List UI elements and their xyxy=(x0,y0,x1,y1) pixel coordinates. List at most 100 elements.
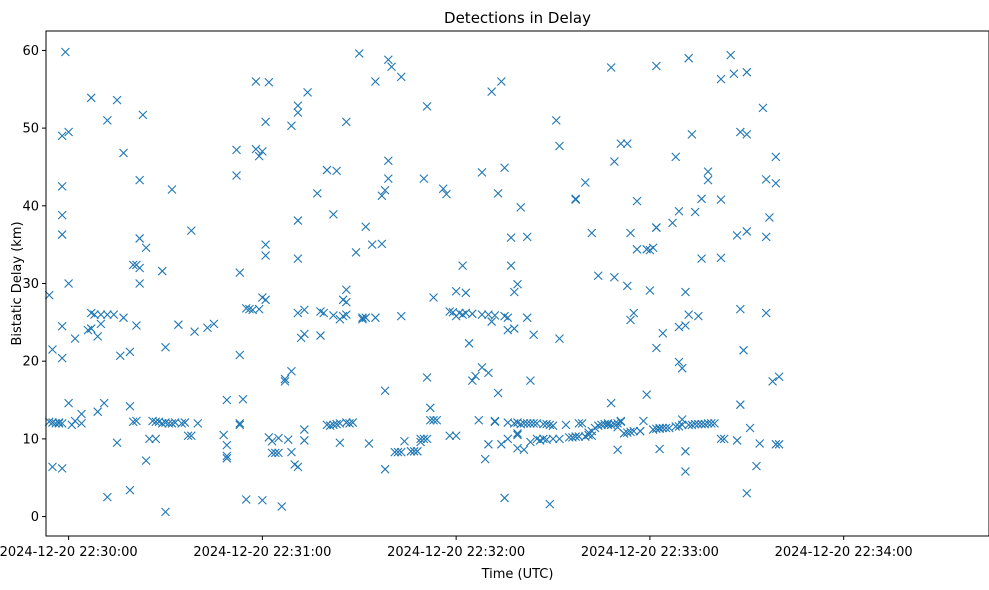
data-point xyxy=(655,444,664,454)
data-point xyxy=(157,418,167,428)
data-point xyxy=(396,72,406,82)
data-point xyxy=(561,420,571,430)
data-point xyxy=(358,313,367,323)
data-point xyxy=(445,307,455,316)
data-point xyxy=(651,343,661,353)
data-point xyxy=(629,308,639,318)
data-point xyxy=(96,319,106,329)
data-point xyxy=(132,416,141,426)
data-point xyxy=(387,62,396,72)
data-point xyxy=(254,304,264,314)
data-point xyxy=(222,440,232,450)
data-point xyxy=(622,139,632,149)
data-point xyxy=(645,286,655,295)
data-point xyxy=(222,395,232,405)
data-point xyxy=(545,499,555,509)
data-point xyxy=(765,213,774,222)
data-point xyxy=(409,446,419,456)
data-point xyxy=(287,447,296,457)
data-point xyxy=(235,350,245,360)
data-point xyxy=(183,431,193,441)
data-point xyxy=(735,400,745,410)
data-point xyxy=(571,432,581,441)
data-point xyxy=(332,419,342,429)
data-point xyxy=(132,321,141,330)
data-point xyxy=(474,415,484,425)
data-point xyxy=(303,87,312,97)
data-point xyxy=(477,168,487,177)
data-point xyxy=(316,331,325,340)
data-point xyxy=(361,222,371,232)
data-point xyxy=(57,131,67,141)
data-point xyxy=(639,416,648,426)
data-point xyxy=(422,373,432,382)
data-point xyxy=(522,232,532,242)
data-point xyxy=(203,323,212,333)
data-point xyxy=(380,386,390,396)
data-point xyxy=(161,342,170,352)
data-point xyxy=(703,418,713,428)
data-point xyxy=(57,464,67,473)
data-point xyxy=(299,305,309,315)
data-point xyxy=(616,416,626,426)
data-point xyxy=(102,115,112,125)
data-point xyxy=(293,308,303,318)
data-point xyxy=(593,271,603,281)
data-point xyxy=(693,419,703,429)
data-point xyxy=(467,376,477,386)
data-point xyxy=(496,77,506,86)
data-point xyxy=(526,376,535,386)
data-point xyxy=(529,330,539,340)
data-point xyxy=(293,108,303,117)
data-point xyxy=(267,448,277,458)
data-point xyxy=(235,420,245,430)
data-point xyxy=(119,148,128,158)
data-point xyxy=(141,456,151,466)
y-tick-label: 60 xyxy=(22,44,39,59)
y-tick-label: 30 xyxy=(22,277,39,292)
data-point xyxy=(371,313,380,323)
y-axis: 0 10 20 30 40 50 60 xyxy=(22,44,46,525)
data-point xyxy=(383,55,393,65)
data-point xyxy=(138,110,148,120)
data-point xyxy=(299,436,309,445)
data-point xyxy=(651,223,661,232)
data-point xyxy=(706,418,716,428)
data-point xyxy=(341,310,351,319)
data-point xyxy=(681,446,690,456)
data-point xyxy=(416,434,426,444)
data-point xyxy=(141,243,151,253)
data-point xyxy=(651,61,661,71)
data-point xyxy=(419,434,429,444)
data-point xyxy=(280,377,290,386)
data-point xyxy=(293,101,303,110)
data-point xyxy=(44,417,54,427)
data-point xyxy=(119,313,128,323)
data-point xyxy=(732,436,742,445)
data-point xyxy=(167,418,177,428)
data-point xyxy=(703,167,713,177)
data-point xyxy=(739,345,748,355)
data-point xyxy=(429,415,438,425)
data-point xyxy=(609,157,619,166)
data-point xyxy=(771,152,781,162)
data-point xyxy=(380,185,390,195)
data-point xyxy=(555,141,564,151)
data-point xyxy=(742,67,752,77)
data-point xyxy=(461,288,471,298)
data-point xyxy=(238,394,248,404)
y-axis-title: Bistatic Delay (km) xyxy=(10,221,25,345)
data-point xyxy=(364,439,374,448)
data-point xyxy=(422,434,432,444)
data-point xyxy=(186,226,196,236)
data-point xyxy=(332,166,342,176)
data-point xyxy=(548,434,558,444)
data-point xyxy=(280,374,290,384)
data-point xyxy=(125,485,135,495)
data-point xyxy=(112,95,122,105)
data-point xyxy=(115,351,125,361)
data-point xyxy=(293,216,303,225)
data-point xyxy=(538,434,548,444)
data-point xyxy=(609,272,619,282)
data-point xyxy=(232,171,241,180)
